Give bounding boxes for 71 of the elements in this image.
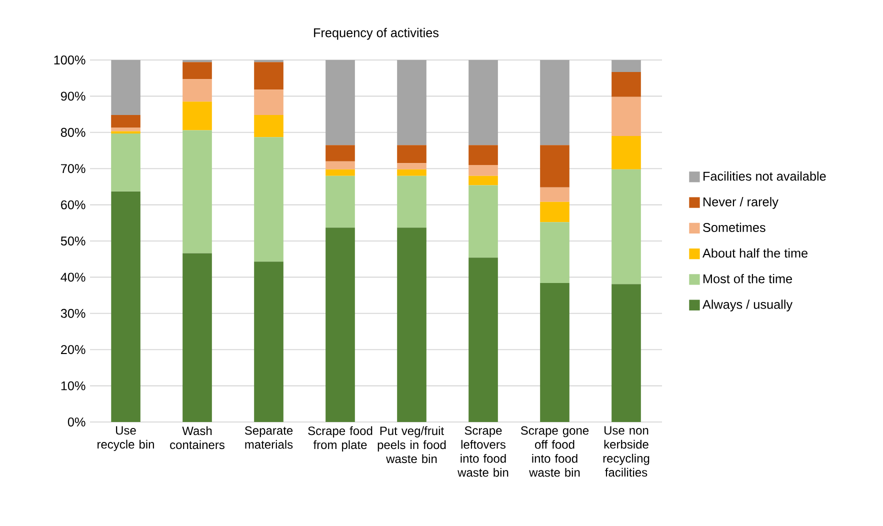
legend-label: About half the time: [702, 248, 808, 258]
bar: [612, 284, 641, 422]
legend-label: Sometimes: [703, 222, 766, 232]
bar: [326, 60, 355, 146]
y-tick-label: 0%: [68, 418, 86, 426]
bar: [468, 185, 498, 258]
y-tick-label: 10%: [61, 381, 86, 390]
legend-label: Facilities not available: [704, 171, 826, 181]
bar: [326, 145, 355, 162]
bar: [397, 228, 426, 422]
bar: [254, 137, 284, 262]
bar: [540, 282, 570, 422]
bar: [540, 145, 570, 188]
bar: [540, 222, 570, 283]
bar: [397, 176, 426, 228]
x-tick-label: Use non kerbside recycling facilities: [603, 426, 650, 477]
x-tick-label: Separate materials: [244, 426, 293, 449]
bar: [254, 115, 284, 138]
y-tick-label: 30%: [60, 308, 86, 318]
y-tick-label: 40%: [60, 272, 86, 282]
x-tick-label: Use recycle bin: [98, 426, 154, 452]
bar: [254, 90, 284, 116]
legend-label: Never / rarely: [704, 197, 778, 209]
bar: [612, 96, 641, 136]
bar: [468, 176, 498, 186]
bar: [468, 164, 498, 176]
legend-label: Always / usually: [702, 300, 793, 312]
bar: [540, 60, 570, 146]
bar: [397, 145, 426, 164]
bar: [612, 169, 641, 284]
bar: [111, 60, 140, 116]
bar: [254, 262, 284, 422]
bar: [326, 169, 355, 176]
bar: [468, 60, 498, 146]
y-tick-label: 80%: [60, 128, 86, 137]
y-tick-label: 20%: [61, 345, 86, 354]
x-tick-label: Scrape food from plate: [308, 426, 372, 452]
bar: [111, 128, 140, 132]
x-tick-label: Scrape gone off food into food waste bin: [520, 426, 589, 477]
bar: [182, 102, 212, 130]
y-tick-label: 100%: [54, 56, 86, 64]
bar: [182, 253, 212, 422]
bar: [111, 191, 140, 422]
bar: [397, 60, 426, 146]
bar: [326, 228, 355, 422]
bar: [111, 115, 140, 128]
y-tick-label: 60%: [61, 200, 86, 210]
y-tick-label: 70%: [61, 164, 86, 174]
bar: [182, 79, 212, 102]
bar: [612, 60, 641, 72]
bar: [111, 133, 140, 192]
bar: [326, 161, 355, 170]
x-tick-label: Scrape leftovers into food waste bin: [458, 426, 508, 477]
bar: [182, 62, 212, 80]
bar: [612, 136, 641, 170]
bar: [397, 169, 426, 176]
y-tick-label: 50%: [60, 236, 86, 246]
x-tick-label: Put veg/fruit peels in food waste bin: [378, 426, 446, 464]
bar: [468, 258, 498, 422]
y-tick-label: 90%: [60, 92, 86, 101]
legend-label: Most of the time: [704, 274, 792, 284]
bar: [397, 163, 426, 170]
bar: [540, 202, 570, 222]
bar: [182, 130, 212, 254]
bar: [612, 72, 641, 97]
bar: [326, 176, 355, 228]
chart-title: Frequency of activities: [314, 28, 439, 40]
bar: [468, 145, 498, 165]
bar: [254, 62, 284, 90]
x-tick-label: Wash containers: [170, 426, 224, 450]
bar: [540, 187, 570, 202]
